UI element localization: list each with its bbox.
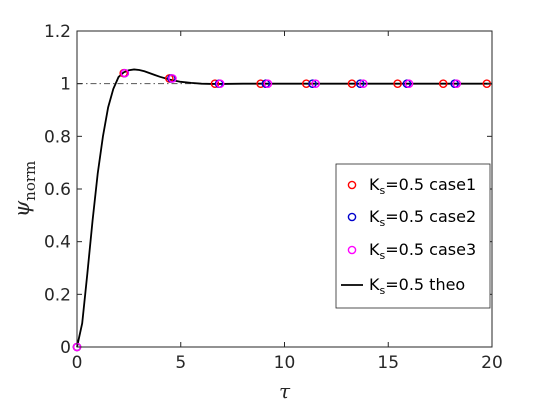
legend-marker-swatch xyxy=(347,180,357,190)
series-layer xyxy=(76,68,492,348)
y-axis-label-subscript: norm xyxy=(21,161,39,201)
y-tick-label: 0.4 xyxy=(44,233,71,253)
y-axis-label: ψ xyxy=(10,200,34,217)
series-line-4 xyxy=(76,68,492,348)
x-axis-label: τ xyxy=(279,379,291,403)
data-point-series-1 xyxy=(301,79,311,88)
y-tick-label: 1 xyxy=(60,75,71,95)
x-tick-label: 5 xyxy=(175,353,186,373)
y-tick-label: 0.6 xyxy=(44,180,71,200)
y-tick-label: 0.2 xyxy=(44,285,71,305)
y-tick-label: 0.8 xyxy=(44,127,71,147)
data-point-series-3 xyxy=(452,79,462,88)
legend-label: Ks=0.5 theo xyxy=(369,275,465,297)
data-point-series-1 xyxy=(438,79,448,88)
data-point-series-3 xyxy=(120,68,130,78)
legend-marker-swatch xyxy=(347,212,357,222)
data-point-series-3 xyxy=(404,79,414,88)
data-point-series-3 xyxy=(359,79,368,88)
data-point-series-3 xyxy=(168,74,177,83)
x-tick-label: 10 xyxy=(274,353,296,373)
y-axis-label-group: ψnorm xyxy=(10,161,39,218)
data-point-series-1 xyxy=(210,79,220,88)
svg-text:ψnorm: ψnorm xyxy=(10,161,39,218)
legend-marker-swatch xyxy=(347,245,357,255)
data-point-series-2 xyxy=(308,79,317,88)
legend-box xyxy=(335,163,491,309)
x-tick-label: 0 xyxy=(72,353,83,373)
legend-label: Ks=0.5 case2 xyxy=(369,207,476,229)
legend-label: Ks=0.5 case3 xyxy=(369,240,476,262)
legend: Ks=0.5 case1 Ks=0.5 case2 Ks=0.5 case3 Ks=0… xyxy=(335,163,491,309)
data-point-series-3 xyxy=(311,79,320,88)
x-tick-label: 15 xyxy=(377,353,399,373)
data-point-series-3 xyxy=(263,79,273,88)
y-tick-label: 1.2 xyxy=(44,22,71,42)
tick-layer: 0 5 10 15 20 0 0.2 0.4 0.6 0.8 1 1.2 xyxy=(44,22,503,373)
x-tick-label: 20 xyxy=(481,353,503,373)
legend-label: Ks=0.5 case1 xyxy=(369,175,476,197)
data-point-series-1 xyxy=(393,79,402,88)
data-point-series-2 xyxy=(355,79,365,88)
data-point-series-3 xyxy=(215,79,225,88)
y-tick-label: 0 xyxy=(60,338,71,358)
data-point-series-1 xyxy=(347,79,357,88)
